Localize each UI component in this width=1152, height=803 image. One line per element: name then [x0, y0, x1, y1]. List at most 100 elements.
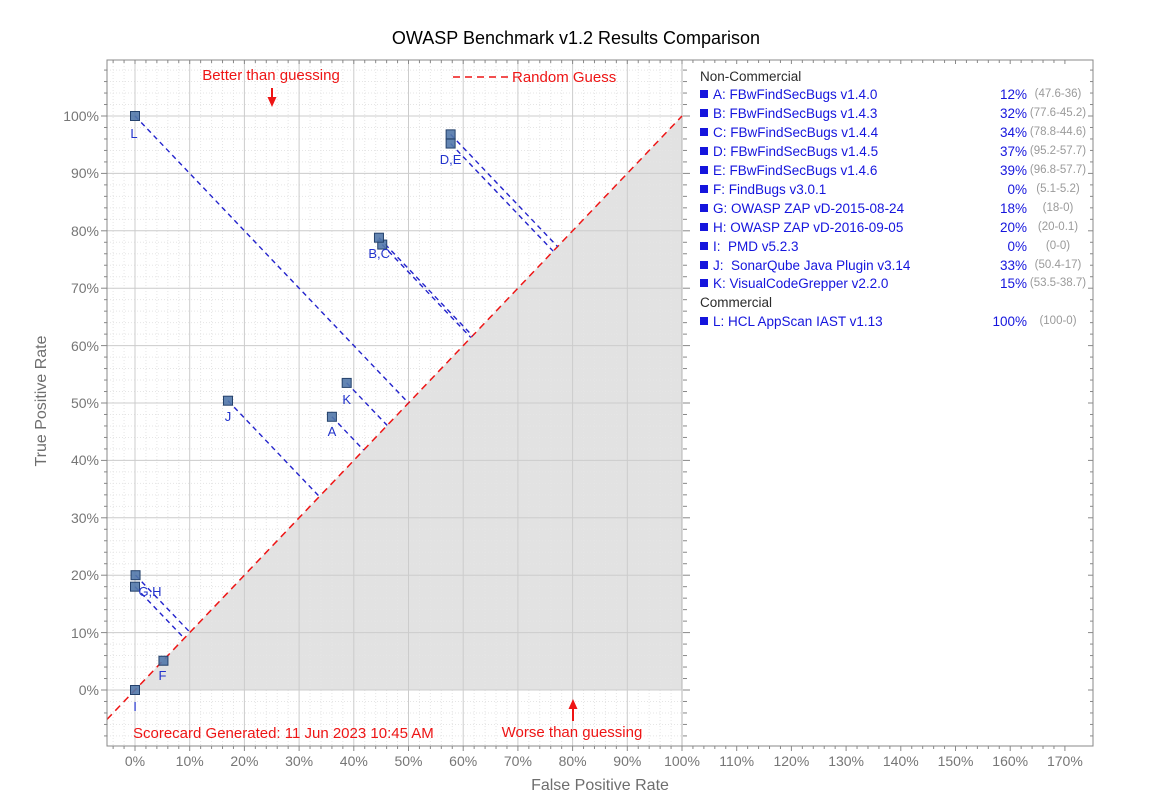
y-tick-label: 20% — [70, 567, 99, 584]
x-tick-label: 100% — [664, 753, 700, 769]
x-tick-label: 0% — [124, 753, 146, 769]
legend-tool-score: 33% — [999, 257, 1027, 273]
tool-point-I — [130, 685, 140, 695]
legend-tool-name: D: FBwFindSecBugs v1.4.5 — [713, 144, 879, 160]
distance-connector — [378, 237, 474, 337]
legend-item: I: PMD v5.2.3 0% (0-0) — [700, 237, 1098, 256]
legend-tool-name: B: FBwFindSecBugs v1.4.3 — [713, 106, 878, 122]
y-tick-label: 40% — [70, 452, 99, 469]
better-than-guessing-arrow-icon — [267, 88, 277, 107]
legend-tool-name: A: FBwFindSecBugs v1.4.0 — [713, 87, 878, 103]
legend-item: B: FBwFindSecBugs v1.4.3 32% (77.6-45.2) — [700, 104, 1098, 123]
legend-swatch-icon — [700, 147, 708, 156]
legend-tool-tpr-fpr: (47.6-36) — [1034, 88, 1082, 101]
distance-connector — [381, 244, 472, 339]
legend-tool-tpr-fpr: (78.8-44.6) — [1029, 126, 1087, 139]
legend-swatch-icon — [700, 260, 708, 269]
x-tick-label: 160% — [992, 753, 1029, 769]
point-label-I: I — [133, 698, 137, 714]
legend-swatch-icon — [700, 241, 708, 250]
legend-item: E: FBwFindSecBugs v1.4.6 39% (96.8-57.7) — [700, 161, 1098, 180]
distance-connector — [227, 400, 320, 498]
legend-tool-name: J: SonarQube Java Plugin v3.14 — [713, 257, 911, 273]
legend-tool-name: G: OWASP ZAP vD-2015-08-24 — [713, 200, 905, 216]
legend-swatch-icon — [700, 109, 708, 118]
legend-section-header: Non-Commercial — [700, 68, 802, 84]
x-tick-label: 150% — [937, 753, 974, 769]
distance-connector — [134, 115, 410, 404]
legend-tool-name: K: VisualCodeGrepper v2.2.0 — [713, 276, 889, 292]
legend-tool-score: 0% — [1007, 238, 1027, 254]
legend-tool-tpr-fpr: (0-0) — [1045, 239, 1071, 252]
tool-point-G — [130, 581, 140, 592]
x-tick-label: 90% — [613, 753, 642, 769]
x-tick-label: 70% — [503, 753, 532, 769]
point-label-G,H: G,H — [138, 584, 162, 600]
legend-item: L: HCL AppScan IAST v1.13 100% (100-0) — [700, 312, 1098, 331]
legend-swatch-icon — [700, 90, 708, 99]
legend-item: G: OWASP ZAP vD-2015-08-24 18% (18-0) — [700, 199, 1098, 218]
point-label-J: J — [224, 409, 232, 425]
legend-item: D: FBwFindSecBugs v1.4.5 37% (95.2-57.7) — [700, 142, 1098, 161]
legend-swatch-icon — [700, 128, 708, 137]
annotation-worse-than-guessing: Worse than guessing — [501, 724, 643, 741]
legend-swatch-icon — [700, 203, 708, 212]
tool-point-E — [445, 129, 456, 140]
legend-item: A: FBwFindSecBugs v1.4.0 12% (47.6-36) — [700, 85, 1098, 104]
point-label-A: A — [327, 424, 337, 440]
legend-tool-score: 20% — [999, 219, 1027, 235]
x-tick-label: 60% — [449, 753, 478, 769]
legend-tool-score: 37% — [999, 144, 1027, 160]
point-label-B,C: B,C — [368, 246, 391, 262]
legend-tool-tpr-fpr: (95.2-57.7) — [1029, 145, 1087, 158]
annotation-better-than-guessing: Better than guessing — [202, 67, 340, 84]
legend-tool-score: 34% — [999, 125, 1027, 141]
legend-section-header: Commercial — [700, 295, 773, 311]
legend-swatch-icon — [700, 222, 708, 231]
legend-item: H: OWASP ZAP vD-2016-09-05 20% (20-0.1) — [700, 218, 1098, 237]
legend-tool-name: F: FindBugs v3.0.1 — [713, 181, 827, 197]
tool-point-D — [445, 138, 456, 149]
y-tick-label: 90% — [70, 165, 99, 182]
point-label-F: F — [158, 668, 167, 684]
legend-swatch-icon — [700, 317, 708, 326]
annotation-scorecard-generated: Scorecard Generated: 11 Jun 2023 10:45 A… — [133, 725, 434, 742]
worse-than-guessing-arrow-icon — [568, 699, 578, 721]
y-tick-label: 100% — [63, 108, 99, 124]
y-tick-label: 80% — [70, 222, 99, 239]
distance-connector — [450, 143, 554, 252]
y-tick-label: 30% — [70, 509, 99, 526]
y-tick-label: 70% — [70, 280, 99, 297]
chart-title: OWASP Benchmark v1.2 Results Comparison — [391, 28, 761, 48]
legend-tool-name: I: PMD v5.2.3 — [713, 238, 799, 254]
x-tick-label: 30% — [285, 753, 314, 769]
legend-item: F: FindBugs v3.0.1 0% (5.1-5.2) — [700, 180, 1098, 199]
legend-item: J: SonarQube Java Plugin v3.14 33% (50.4-1… — [700, 256, 1098, 275]
y-tick-label: 50% — [70, 395, 99, 411]
x-tick-label: 120% — [773, 753, 810, 769]
x-tick-label: 130% — [828, 753, 864, 769]
legend-tool-tpr-fpr: (5.1-5.2) — [1036, 182, 1080, 195]
tool-point-J — [222, 395, 233, 406]
tool-point-C — [373, 232, 384, 243]
y-tick-label: 10% — [70, 624, 99, 641]
tool-point-K — [341, 377, 352, 388]
x-tick-label: 140% — [882, 753, 919, 769]
x-tick-label: 170% — [1046, 753, 1083, 769]
legend-tool-score: 12% — [999, 87, 1027, 103]
annotation-random-guess-label: Random Guess — [512, 69, 617, 86]
x-axis-title: False Positive Rate — [531, 777, 669, 794]
legend-swatch-icon — [700, 166, 708, 174]
legend-swatch-icon — [700, 279, 708, 288]
legend-tool-tpr-fpr: (50.4-17) — [1034, 258, 1082, 271]
distance-connector — [346, 382, 388, 426]
distance-connector — [450, 133, 559, 248]
legend-tool-name: E: FBwFindSecBugs v1.4.6 — [713, 163, 878, 178]
legend-tool-score: 39% — [999, 163, 1027, 178]
tool-point-L — [130, 111, 140, 121]
x-tick-label: 20% — [230, 753, 259, 769]
distance-connector — [135, 574, 191, 633]
legend-tool-score: 18% — [999, 200, 1027, 216]
